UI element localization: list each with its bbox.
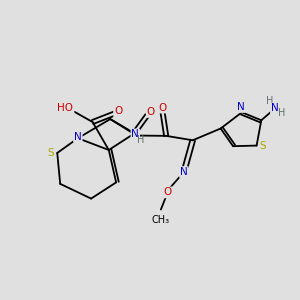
Text: H: H [137, 135, 145, 145]
Text: O: O [158, 103, 167, 112]
Text: H: H [266, 96, 274, 106]
Text: O: O [147, 107, 155, 117]
Text: N: N [271, 103, 278, 113]
Text: H: H [278, 108, 286, 118]
Text: N: N [180, 167, 188, 177]
Text: S: S [260, 141, 266, 151]
Text: CH₃: CH₃ [152, 215, 170, 225]
Text: O: O [114, 106, 122, 116]
Text: S: S [47, 148, 54, 158]
Text: N: N [237, 102, 244, 112]
Text: N: N [131, 129, 139, 140]
Text: HO: HO [58, 103, 74, 113]
Text: N: N [74, 132, 82, 142]
Text: O: O [164, 188, 172, 197]
